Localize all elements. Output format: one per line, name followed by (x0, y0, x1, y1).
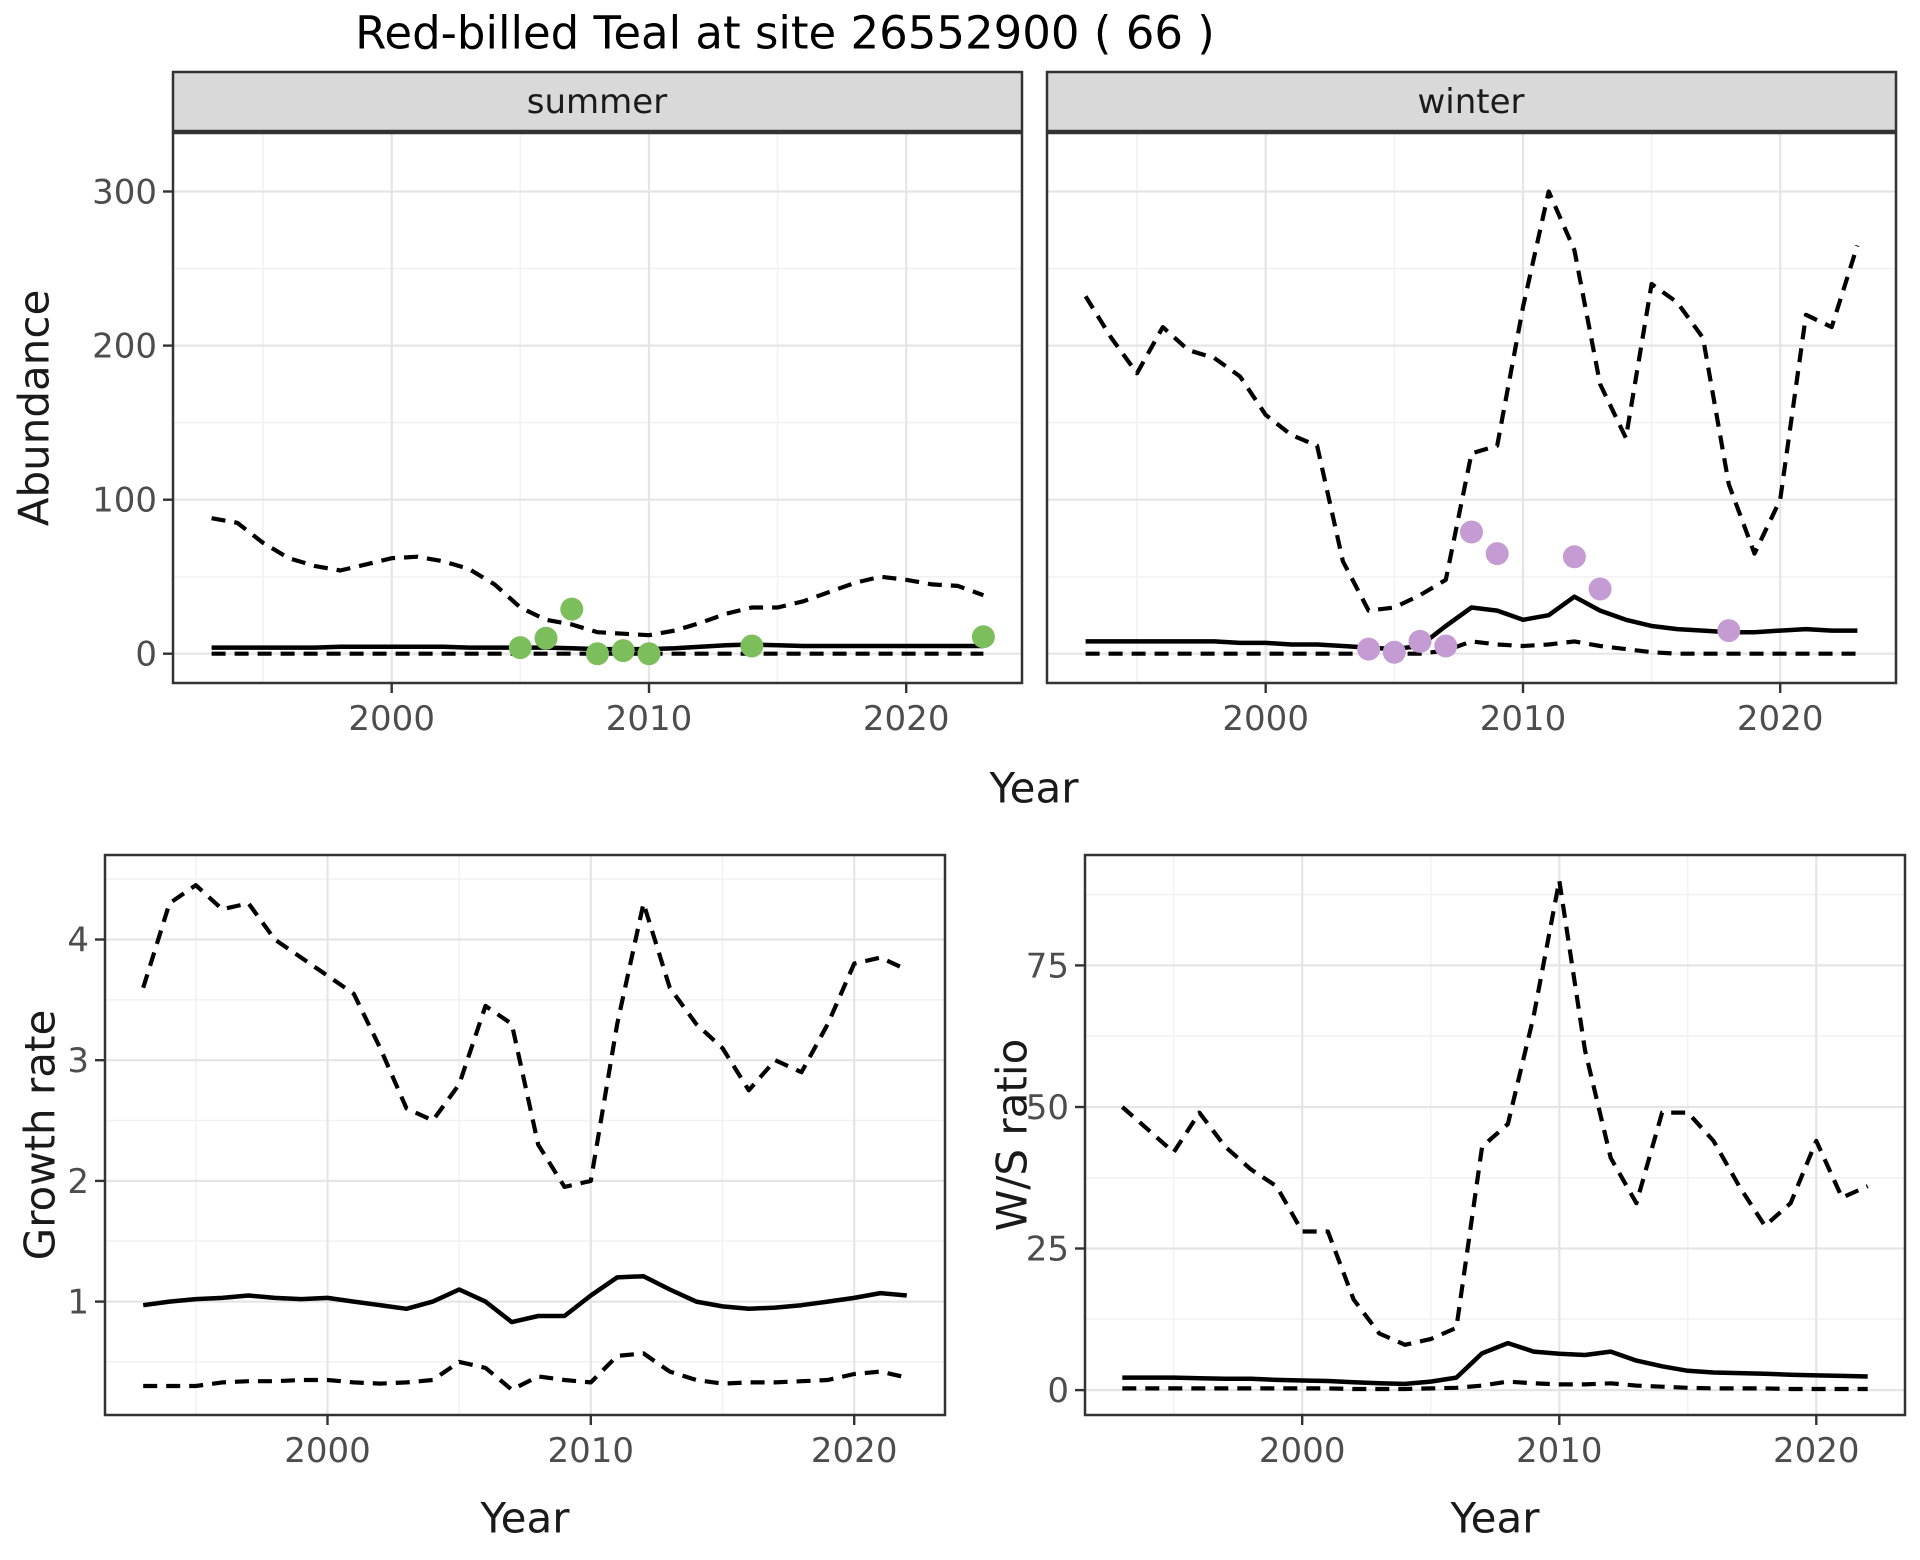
svg-text:2020: 2020 (1737, 699, 1824, 739)
svg-text:2020: 2020 (1773, 1431, 1860, 1471)
x-axis-title-year-bottom-right: Year (1450, 1493, 1540, 1543)
svg-text:2000: 2000 (1222, 699, 1309, 739)
facet-strip-label-winter: winter (1417, 82, 1525, 122)
svg-text:2000: 2000 (1259, 1431, 1346, 1471)
facet-strip-label-summer: summer (526, 82, 668, 122)
svg-text:2010: 2010 (606, 699, 693, 739)
svg-text:2000: 2000 (284, 1431, 371, 1471)
y-axis-title-abundance: Abundance (9, 289, 59, 527)
x-axis-title-year-bottom-left: Year (480, 1493, 570, 1543)
svg-text:0: 0 (1047, 1371, 1069, 1411)
svg-text:75: 75 (1026, 946, 1069, 986)
y-axis-title-ws-ratio: W/S ratio (987, 1038, 1037, 1232)
svg-text:100: 100 (92, 481, 157, 521)
x-axis-title-year-top: Year (989, 763, 1079, 813)
svg-text:300: 300 (92, 173, 157, 213)
svg-text:2000: 2000 (348, 699, 435, 739)
svg-text:2010: 2010 (1516, 1431, 1603, 1471)
y-axis-title-growth-rate: Growth rate (15, 1009, 65, 1261)
svg-text:2: 2 (67, 1162, 89, 1202)
svg-text:2010: 2010 (548, 1431, 635, 1471)
svg-text:200: 200 (92, 327, 157, 367)
svg-text:1: 1 (67, 1283, 89, 1323)
svg-text:2020: 2020 (811, 1431, 898, 1471)
svg-text:4: 4 (67, 921, 89, 961)
svg-text:2010: 2010 (1480, 699, 1567, 739)
svg-text:2020: 2020 (863, 699, 950, 739)
figure-title: Red-billed Teal at site 26552900 ( 66 ) (355, 6, 1215, 60)
svg-text:25: 25 (1026, 1230, 1069, 1270)
svg-text:3: 3 (67, 1041, 89, 1081)
svg-text:0: 0 (135, 635, 157, 675)
svg-text:50: 50 (1026, 1088, 1069, 1128)
